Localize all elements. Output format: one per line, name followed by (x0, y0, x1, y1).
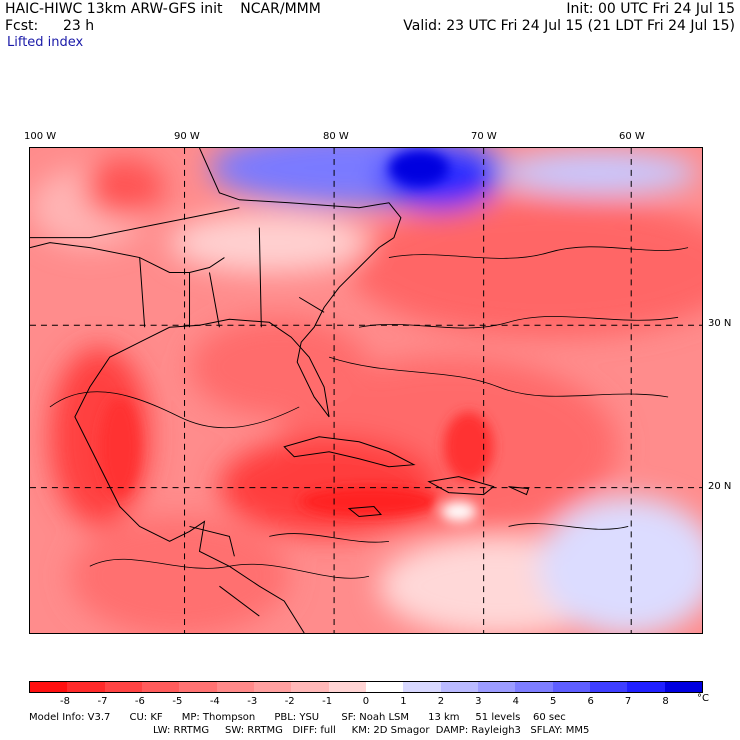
colorbar-swatch (216, 682, 254, 692)
lat-label-30n: 30 N (708, 318, 732, 329)
lat-label-20n: 20 N (708, 481, 732, 492)
colorbar-tick-label: 8 (662, 696, 669, 707)
colorbar-swatch (328, 682, 366, 692)
colorbar (29, 681, 703, 693)
forecast-hour: 23 h (63, 18, 95, 34)
init-time: Init: 00 UTC Fri 24 Jul 15 (566, 1, 735, 17)
colorbar-tick-label: 7 (624, 696, 632, 707)
colorbar-swatch (515, 682, 553, 692)
lifted-index-map (29, 147, 703, 634)
colorbar-tick-label: -1 (322, 696, 333, 707)
field-name: Lifted index (7, 35, 84, 50)
colorbar-tick-label: -7 (97, 696, 108, 707)
lifted-index-contours (49, 246, 689, 579)
lon-label-90w: 90 W (174, 131, 200, 142)
colorbar-tick-label: -4 (209, 696, 220, 707)
colorbar-tick-label: 0 (362, 696, 370, 707)
colorbar-tick-label: -3 (247, 696, 258, 707)
lon-label-70w: 70 W (471, 131, 497, 142)
colorbar-swatch (589, 682, 628, 692)
model-info-line1: Model Info: V3.7 CU: KF MP: Thompson PBL… (29, 712, 566, 723)
colorbar-tick-label: -6 (134, 696, 145, 707)
colorbar-tick-label: 1 (400, 696, 407, 707)
field-detail (99, 149, 494, 522)
colorbar-swatch (365, 682, 404, 692)
coastlines-and-borders (30, 148, 530, 633)
colorbar-tick-label: 4 (512, 696, 519, 707)
colorbar-swatch (403, 682, 441, 692)
colorbar-swatch (104, 682, 142, 692)
model-title: HAIC-HIWC 13km ARW-GFS init NCAR/MMM (5, 1, 321, 17)
model-info-line2: LW: RRTMG SW: RRTMG DIFF: full KM: 2D Sm… (153, 725, 590, 736)
colorbar-tick-label: 6 (587, 696, 594, 707)
colorbar-swatch (179, 682, 217, 692)
colorbar-swatch (477, 682, 516, 692)
colorbar-tick-label: -8 (60, 696, 71, 707)
valid-time: Valid: 23 UTC Fri 24 Jul 15 (21 LDT Fri … (403, 18, 735, 34)
colorbar-swatch (440, 682, 478, 692)
colorbar-swatch (141, 682, 180, 692)
colorbar-swatch (30, 682, 68, 692)
colorbar-swatch (664, 682, 702, 692)
field-shading (30, 148, 702, 633)
graticule (30, 148, 702, 633)
colorbar-swatch (67, 682, 105, 692)
colorbar-tick-label: 2 (437, 696, 445, 707)
colorbar-tick-label: 3 (475, 696, 482, 707)
colorbar-swatch (291, 682, 329, 692)
colorbar-tick-label: -5 (172, 696, 183, 707)
colorbar-tick-label: 5 (550, 696, 557, 707)
forecast-label: Fcst: (5, 18, 39, 34)
colorbar-swatch (627, 682, 665, 692)
colorbar-unit: °C (697, 693, 709, 704)
colorbar-tick-label: -2 (284, 696, 295, 707)
lon-label-80w: 80 W (323, 131, 349, 142)
lon-label-60w: 60 W (619, 131, 645, 142)
colorbar-swatch (253, 682, 292, 692)
colorbar-swatch (552, 682, 590, 692)
lon-label-100w: 100 W (24, 131, 57, 142)
